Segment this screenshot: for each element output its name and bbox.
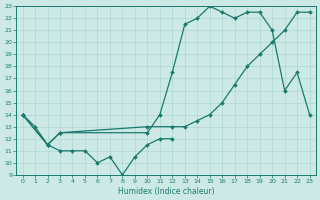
X-axis label: Humidex (Indice chaleur): Humidex (Indice chaleur)	[118, 187, 214, 196]
